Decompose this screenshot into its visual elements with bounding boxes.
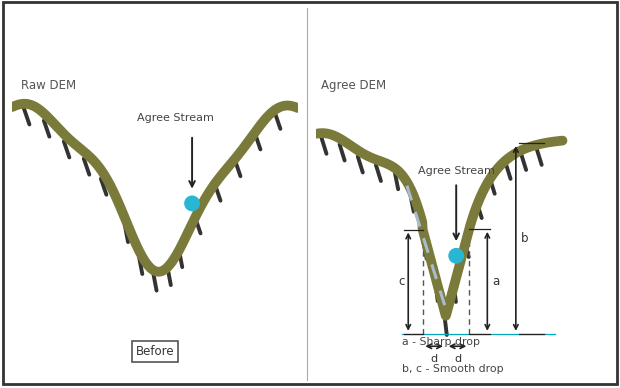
Text: d: d — [431, 353, 438, 364]
Text: d: d — [454, 353, 461, 364]
Text: a - Sharp drop: a - Sharp drop — [402, 337, 480, 347]
Text: c: c — [399, 275, 405, 288]
Text: b, c - Smooth drop: b, c - Smooth drop — [402, 364, 503, 374]
Point — [451, 253, 461, 259]
Point — [187, 200, 197, 206]
Text: Raw DEM: Raw DEM — [21, 79, 76, 92]
Text: b: b — [521, 232, 528, 245]
Text: Agree Stream: Agree Stream — [136, 113, 213, 123]
Text: Before: Before — [136, 345, 174, 358]
Text: a: a — [492, 275, 500, 288]
Text: Agree DEM: Agree DEM — [321, 79, 386, 92]
Text: Agree Stream: Agree Stream — [418, 166, 495, 175]
